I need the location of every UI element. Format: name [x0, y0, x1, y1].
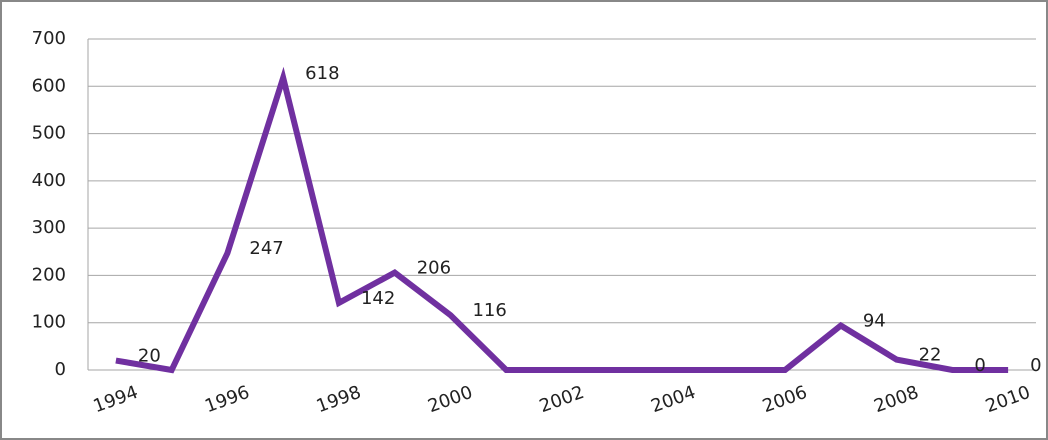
- data-label: 0: [974, 355, 985, 376]
- data-label: 116: [472, 300, 506, 321]
- y-tick-label: 200: [32, 264, 66, 285]
- data-line: [115, 66, 1009, 374]
- data-label: 247: [249, 238, 283, 259]
- y-tick-label: 600: [32, 75, 66, 96]
- data-label: 94: [863, 311, 886, 332]
- data-label: 206: [417, 258, 451, 279]
- y-tick-label: 700: [32, 28, 66, 49]
- data-label: 618: [305, 63, 339, 84]
- data-label: 0: [1030, 355, 1041, 376]
- y-tick-label: 500: [32, 123, 66, 144]
- y-tick-label: 400: [32, 170, 66, 191]
- y-tick-label: 300: [32, 217, 66, 238]
- y-tick-label: 100: [32, 312, 66, 333]
- y-tick-label: 0: [55, 359, 66, 380]
- data-label: 142: [361, 288, 395, 309]
- data-label: 20: [138, 346, 161, 367]
- data-label: 22: [919, 345, 942, 366]
